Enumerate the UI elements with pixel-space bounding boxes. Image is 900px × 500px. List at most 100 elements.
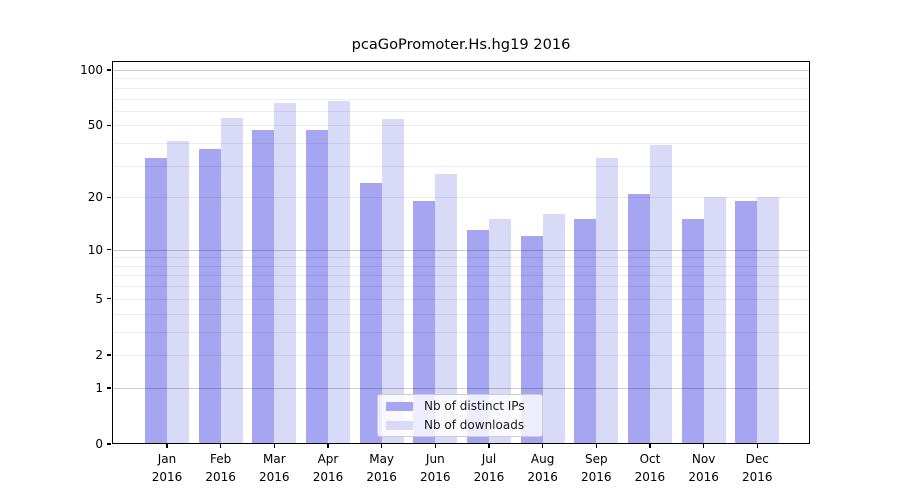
x-axis-label-jan: Jan 2016	[135, 451, 199, 486]
bar-nb-of-downloads-mar	[274, 103, 297, 444]
x-axis-label-year: 2016	[205, 469, 236, 484]
x-axis-label-year: 2016	[366, 469, 397, 484]
bar-nb-of-downloads-sep	[596, 158, 619, 444]
legend-swatch-distinct-ips	[386, 401, 413, 411]
y-axis-tick-100	[107, 69, 111, 71]
y-axis-tick-5	[107, 298, 111, 300]
y-axis-tick-1	[107, 387, 111, 389]
x-axis-label-year: 2016	[312, 469, 344, 484]
x-axis-label-month: Sep	[584, 452, 608, 466]
gridline-minor-3	[112, 331, 810, 333]
x-axis-label-month: Jan	[157, 452, 177, 466]
x-axis-label-month: Aug	[530, 452, 555, 466]
x-axis-tick-may	[381, 444, 383, 448]
legend-row-downloads: Nb of downloads	[386, 417, 542, 433]
x-axis-label-year: 2016	[634, 469, 666, 484]
legend-row-distinct-ips: Nb of distinct IPs	[386, 398, 542, 414]
bar-nb-of-downloads-feb	[220, 117, 243, 444]
x-axis-label-nov: Nov 2016	[672, 451, 736, 486]
x-axis-tick-jan	[166, 444, 168, 448]
bar-nb-of-distinct-ips-may	[359, 183, 382, 444]
x-axis-label-year: 2016	[259, 469, 290, 484]
bar-nb-of-downloads-jul	[488, 219, 511, 444]
y-axis-tick-0	[107, 443, 111, 445]
x-axis-label-jul: Jul 2016	[457, 451, 521, 486]
bar-nb-of-distinct-ips-apr	[305, 130, 328, 444]
x-axis-label-year: 2016	[580, 469, 612, 484]
y-axis-label-0: 0	[95, 437, 103, 451]
x-axis-label-month: Nov	[691, 452, 716, 466]
bar-nb-of-distinct-ips-sep	[574, 219, 597, 444]
x-axis-label-apr: Apr 2016	[296, 451, 360, 486]
x-axis-label-mar: Mar 2016	[242, 451, 306, 486]
gridline-minor-40	[112, 143, 810, 145]
x-axis-label-year: 2016	[741, 469, 773, 484]
bar-nb-of-downloads-jan	[167, 141, 189, 444]
x-axis-label-year: 2016	[688, 469, 719, 484]
bar-nb-of-downloads-may	[381, 119, 404, 444]
bar-nb-of-distinct-ips-mar	[252, 130, 275, 444]
y-axis-tick-20	[107, 196, 111, 198]
gridline-minor-80	[112, 87, 810, 89]
bar-nb-of-downloads-oct	[649, 145, 672, 444]
x-axis-label-may: May 2016	[350, 451, 414, 486]
y-axis-tick-50	[107, 124, 111, 127]
legend-label-downloads: Nb of downloads	[424, 418, 525, 432]
gridline-major-100	[112, 69, 810, 71]
bar-nb-of-downloads-dec	[757, 197, 780, 444]
x-axis-label-feb: Feb 2016	[189, 451, 253, 486]
x-axis-label-jun: Jun 2016	[403, 451, 467, 486]
x-axis-tick-sep	[595, 444, 597, 448]
plot-area	[112, 61, 810, 444]
y-axis-label-10: 10	[87, 242, 103, 257]
gridline-minor-9	[112, 257, 810, 259]
bar-nb-of-downloads-nov	[703, 197, 726, 444]
x-axis-label-month: Oct	[639, 452, 661, 466]
bar-nb-of-downloads-jun	[435, 173, 458, 444]
y-axis-tick-10	[107, 249, 111, 251]
x-axis-label-oct: Oct 2016	[618, 451, 682, 486]
x-axis-label-year: 2016	[420, 469, 451, 484]
x-axis-label-month: Mar	[262, 452, 286, 466]
x-axis-label-year: 2016	[473, 469, 505, 484]
x-axis-tick-oct	[649, 444, 651, 448]
legend: Nb of distinct IPs Nb of downloads	[377, 394, 543, 437]
x-axis-label-year: 2016	[151, 469, 183, 484]
x-axis-tick-jun	[434, 444, 436, 448]
y-axis-label-1: 1	[95, 380, 103, 395]
bar-nb-of-distinct-ips-nov	[681, 219, 704, 444]
bar-nb-of-downloads-aug	[542, 214, 565, 444]
gridline-minor-90	[112, 78, 810, 80]
x-axis-label-month: May	[369, 452, 395, 466]
x-axis-tick-jul	[488, 444, 490, 448]
x-axis-tick-nov	[703, 444, 705, 448]
x-axis-label-year: 2016	[527, 469, 558, 484]
x-axis-label-month: Dec	[745, 452, 769, 466]
gridline-minor-70	[112, 98, 810, 100]
bar-nb-of-downloads-apr	[327, 100, 350, 444]
gridline-major-10	[112, 249, 810, 251]
gridline-minor-6	[112, 286, 810, 288]
x-axis-tick-feb	[220, 444, 222, 448]
bar-nb-of-distinct-ips-feb	[198, 149, 221, 444]
y-axis-label-50: 50	[87, 118, 103, 133]
x-axis-tick-apr	[327, 444, 329, 448]
bar-nb-of-distinct-ips-jul	[466, 230, 489, 444]
x-axis-label-month: Jul	[481, 452, 497, 466]
x-axis-tick-dec	[756, 444, 758, 448]
gridline-minor-7	[112, 275, 810, 277]
x-axis-label-aug: Aug 2016	[511, 451, 575, 486]
y-axis-label-2: 2	[95, 347, 103, 362]
gridline-minor-5	[112, 298, 810, 300]
x-axis-tick-mar	[273, 444, 276, 448]
bar-nb-of-distinct-ips-dec	[735, 201, 758, 444]
legend-label-distinct-ips: Nb of distinct IPs	[424, 399, 525, 413]
gridline-minor-4	[112, 313, 810, 315]
x-axis-label-month: Apr	[317, 452, 339, 466]
x-axis-label-month: Jun	[425, 452, 445, 466]
y-axis-label-100: 100	[80, 62, 103, 77]
gridline-minor-50	[112, 125, 810, 127]
legend-swatch-downloads	[386, 420, 413, 430]
y-axis-label-20: 20	[87, 190, 103, 205]
